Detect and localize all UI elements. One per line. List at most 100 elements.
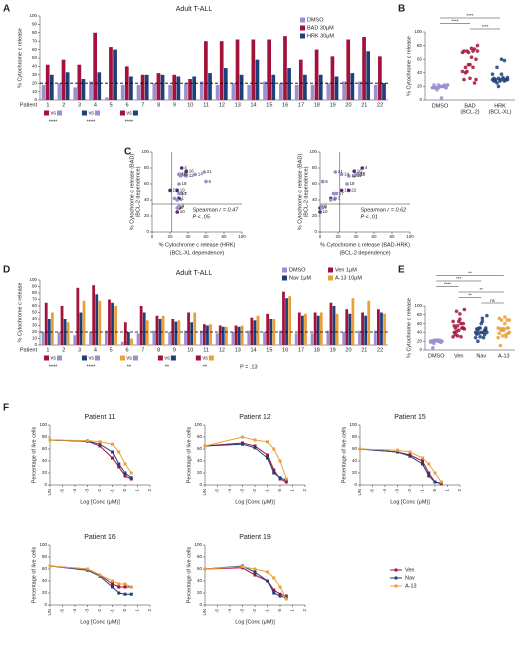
legend-swatch bbox=[282, 275, 287, 281]
point bbox=[329, 198, 333, 202]
dot bbox=[451, 319, 455, 324]
bar bbox=[256, 315, 260, 345]
bar bbox=[174, 321, 178, 345]
x-tick-label: 80 bbox=[389, 234, 395, 239]
bar bbox=[263, 81, 267, 100]
point bbox=[333, 170, 338, 174]
point bbox=[408, 454, 412, 458]
x-tick-label: 10 bbox=[187, 102, 193, 108]
panel-label: E bbox=[398, 265, 405, 276]
bar bbox=[287, 68, 291, 100]
point bbox=[175, 206, 179, 210]
point-label: 17 bbox=[339, 191, 345, 196]
bar bbox=[367, 300, 371, 345]
x-tick-label: 17 bbox=[298, 347, 304, 353]
x-tick-label: 20 bbox=[335, 234, 341, 239]
x-tick-label: 1 bbox=[135, 489, 140, 492]
y-tick-label: 60 bbox=[144, 181, 150, 186]
bar bbox=[203, 324, 206, 345]
point bbox=[358, 447, 362, 451]
comparison-swatch bbox=[119, 355, 125, 361]
significance-label: ns bbox=[490, 298, 496, 303]
bar bbox=[215, 84, 220, 100]
bar bbox=[127, 332, 130, 345]
y-tick-label: 20 bbox=[42, 590, 48, 595]
point bbox=[421, 462, 424, 466]
bar bbox=[319, 312, 323, 345]
x-tick-label: 16 bbox=[282, 102, 288, 108]
point bbox=[179, 172, 183, 177]
point bbox=[98, 440, 102, 444]
x-tick-label: 21 bbox=[361, 102, 367, 108]
bar bbox=[98, 300, 102, 345]
point bbox=[48, 564, 52, 568]
x-tick-label: 12 bbox=[219, 347, 225, 353]
point bbox=[86, 567, 89, 571]
bar bbox=[184, 330, 187, 345]
point bbox=[111, 442, 114, 446]
bar bbox=[108, 299, 111, 345]
dot bbox=[462, 77, 466, 82]
point-label: 9 bbox=[324, 205, 327, 210]
y-tick-label: 0 bbox=[44, 602, 47, 607]
series-line bbox=[359, 448, 442, 484]
x-tick-label: -4 bbox=[382, 489, 387, 493]
bar bbox=[139, 306, 143, 345]
bar bbox=[89, 332, 92, 345]
comparison-label: vs bbox=[88, 110, 94, 116]
y-tick-label: 20 bbox=[32, 80, 38, 85]
y-tick-label: 70 bbox=[32, 38, 38, 43]
annotation: P < .01 bbox=[361, 214, 378, 220]
bar bbox=[152, 83, 157, 100]
bar bbox=[301, 315, 304, 345]
point-label: 22 bbox=[173, 188, 179, 193]
point bbox=[48, 438, 52, 442]
legend-label: Nav 1μM bbox=[289, 275, 312, 281]
dot bbox=[454, 309, 459, 314]
dot bbox=[504, 335, 508, 339]
point-label: 20 bbox=[359, 172, 365, 177]
point bbox=[354, 172, 358, 177]
y-tick-label: 100 bbox=[349, 422, 357, 427]
x-tick-label: 1 bbox=[445, 489, 450, 492]
dot bbox=[476, 339, 480, 344]
x-tick-label: 60 bbox=[371, 234, 377, 239]
x-tick-label: 22 bbox=[377, 347, 383, 353]
y-tick-label: 40 bbox=[197, 578, 203, 583]
x-tick-label: -2 bbox=[407, 489, 412, 493]
point bbox=[334, 191, 339, 196]
dot bbox=[465, 49, 469, 53]
bar bbox=[288, 296, 292, 345]
y-tick-label: 20 bbox=[312, 213, 318, 218]
x-tick-label: -1 bbox=[265, 609, 270, 613]
dot bbox=[469, 55, 474, 59]
y-tick-label: 80 bbox=[42, 434, 48, 439]
y-tick-label: 100 bbox=[39, 422, 47, 427]
bar bbox=[235, 39, 240, 100]
x-tick-label: 0 bbox=[277, 489, 282, 492]
dot bbox=[496, 84, 501, 89]
x-tick-label: 0 bbox=[122, 489, 127, 492]
bar bbox=[136, 333, 140, 345]
bar bbox=[314, 49, 319, 100]
dot bbox=[506, 326, 511, 330]
bar bbox=[209, 324, 212, 345]
dot bbox=[501, 77, 505, 82]
y-tick-label: 40 bbox=[312, 197, 318, 202]
chart-title: Patient 12 bbox=[239, 414, 271, 421]
dot bbox=[472, 47, 477, 51]
bar bbox=[231, 83, 236, 100]
point bbox=[439, 480, 443, 484]
x-tick-label: 18 bbox=[314, 102, 320, 108]
point-label: 5 bbox=[209, 179, 212, 184]
bar bbox=[206, 325, 209, 345]
dot bbox=[468, 76, 472, 81]
x-tick-label: HRK bbox=[494, 103, 506, 109]
comparison-swatch bbox=[57, 355, 62, 361]
point bbox=[111, 456, 114, 460]
dot bbox=[471, 65, 475, 70]
point-label: 3 bbox=[177, 196, 180, 201]
dot bbox=[432, 83, 436, 87]
bar bbox=[187, 312, 190, 345]
bar bbox=[240, 325, 244, 345]
